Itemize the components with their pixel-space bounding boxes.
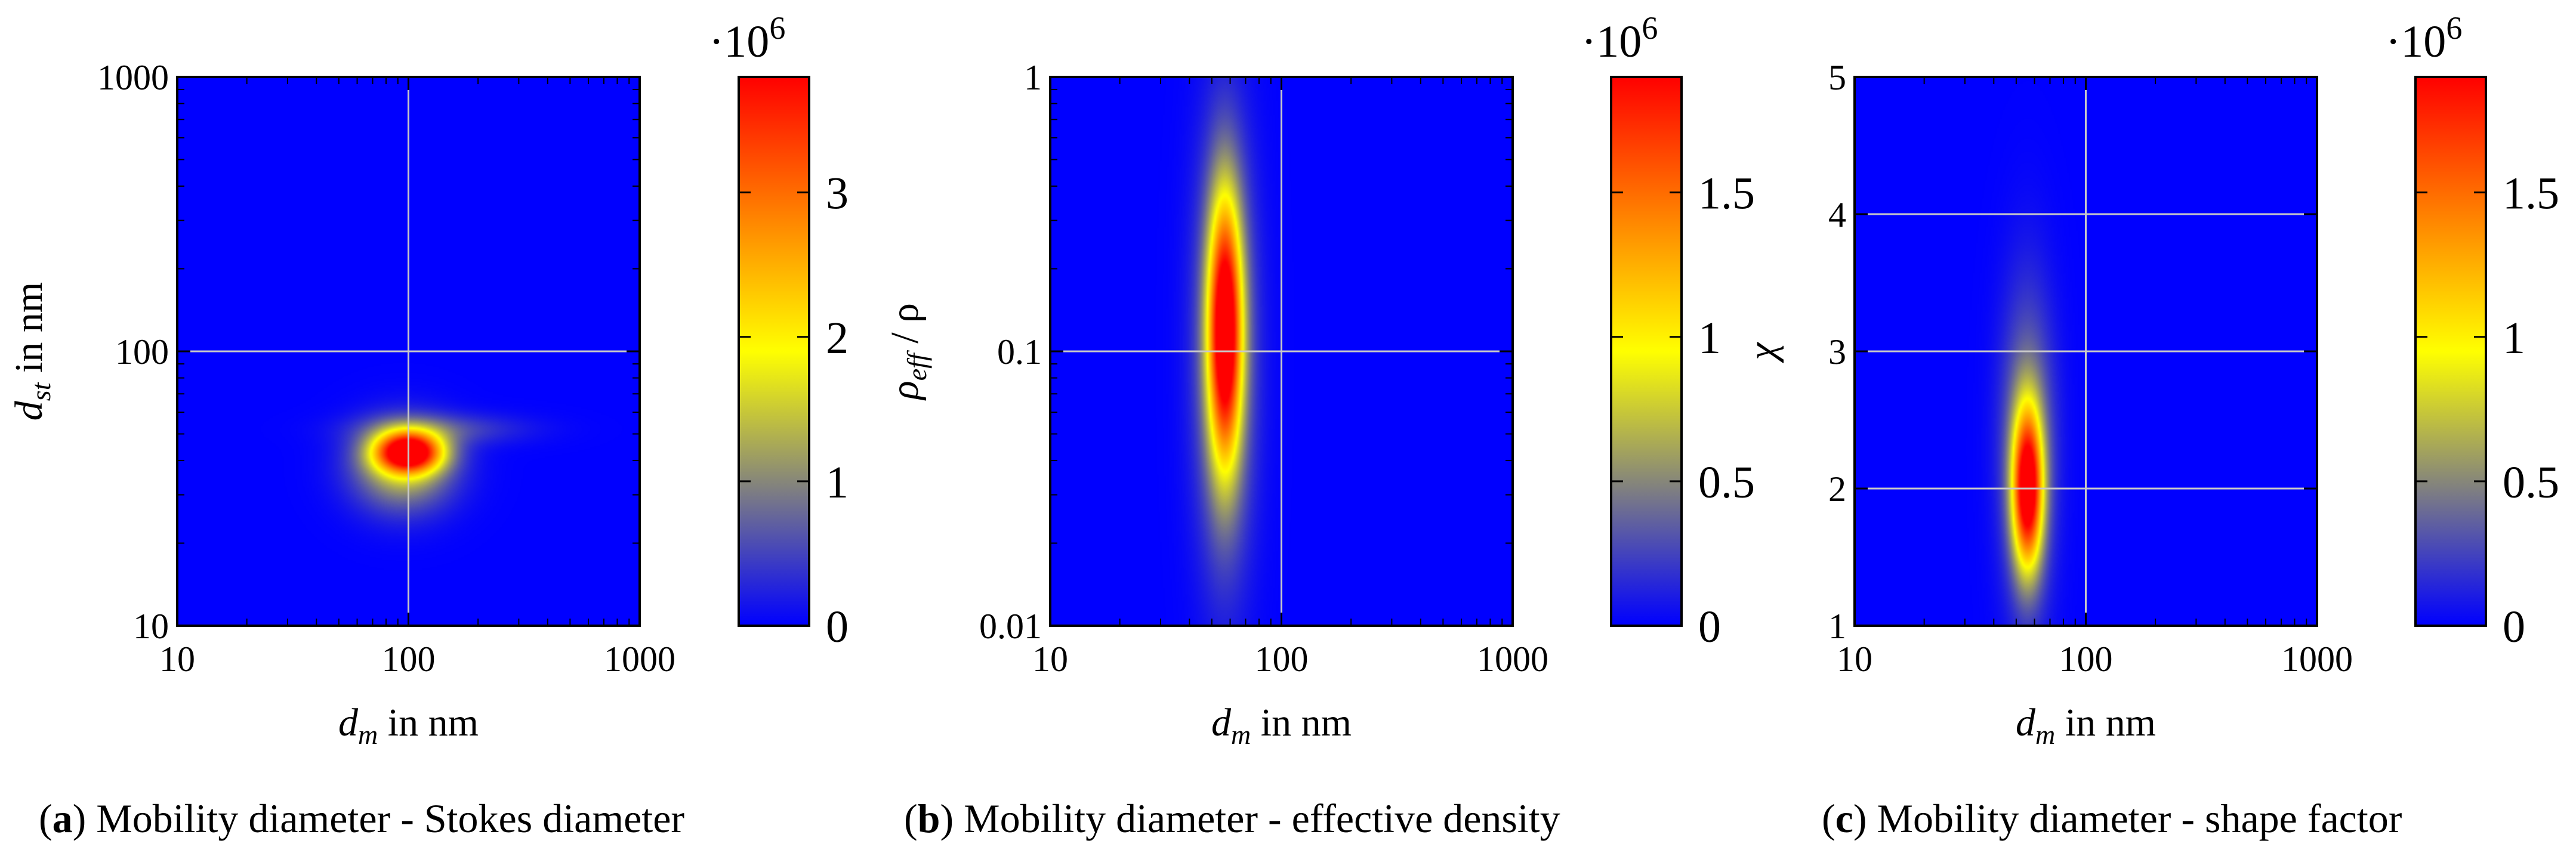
colorbar-tick-label: 1 xyxy=(1698,313,1721,363)
colorbar-tick-label: 1 xyxy=(2503,313,2525,363)
y-tick-label: 1 xyxy=(1828,607,1846,646)
colorbar-tick-label: 0 xyxy=(826,602,849,652)
y-tick-label: 1000 xyxy=(97,58,169,97)
chart-panel-a: 10 100 1000 10 100 1000 dm in nm dst in nm 0 1 2 3 ·… xyxy=(7,10,849,841)
x-tick-label: 1000 xyxy=(1477,639,1548,679)
y-tick-label: 4 xyxy=(1828,195,1846,234)
panel-caption: (c) Mobility diameter - shape factor xyxy=(1822,796,2402,841)
x-axis-label: dm in nm xyxy=(1211,701,1352,750)
x-tick-label: 10 xyxy=(1032,639,1068,679)
x-tick-label: 1000 xyxy=(2281,639,2353,679)
colorbar-tick-label: 1 xyxy=(826,458,849,508)
y-tick-label: 3 xyxy=(1828,332,1846,372)
y-tick-label: 100 xyxy=(115,332,169,372)
y-axis-label: dst in nm xyxy=(7,282,56,421)
y-tick-label: 1 xyxy=(1024,58,1042,97)
colorbar-tick-label: 0.5 xyxy=(2503,458,2559,508)
x-tick-label: 100 xyxy=(1255,639,1309,679)
x-axis-label: dm in nm xyxy=(338,701,479,750)
y-tick-label: 5 xyxy=(1828,58,1846,97)
colorbar-tick-label: 2 xyxy=(826,313,849,363)
colorbar-tick-label: 1.5 xyxy=(2503,169,2559,219)
colorbar-multiplier: ·106 xyxy=(1581,10,1658,67)
colorbar-tick-label: 0 xyxy=(2503,602,2525,652)
colorbar xyxy=(738,76,810,627)
y-tick-label: 10 xyxy=(133,607,169,646)
chart-panel-c: 10 100 1000 1 2 3 4 5 dm in nm χ 0 0.5 1 1.5 ·106 (c) M… xyxy=(1741,10,2559,841)
colorbar xyxy=(1610,76,1683,627)
panel-caption: (a) Mobility diameter - Stokes diameter xyxy=(39,796,684,841)
x-tick-label: 10 xyxy=(1837,639,1872,679)
colorbar-tick-label: 0 xyxy=(1698,602,1721,652)
colorbar-tick-label: 1.5 xyxy=(1698,169,1755,219)
y-tick-label: 0.1 xyxy=(997,332,1042,372)
colorbar-tick-label: 0.5 xyxy=(1698,458,1755,508)
x-tick-label: 10 xyxy=(159,639,195,679)
colorbar xyxy=(2414,76,2487,627)
y-tick-label: 2 xyxy=(1828,469,1846,509)
x-axis-label: dm in nm xyxy=(2016,701,2156,750)
panel-caption: (b) Mobility diameter - effective densit… xyxy=(904,796,1560,841)
colorbar-multiplier: ·106 xyxy=(2386,10,2462,67)
colorbar-tick-label: 3 xyxy=(826,169,849,219)
x-tick-label: 1000 xyxy=(604,639,675,679)
y-axis-label: χ xyxy=(1741,342,1784,364)
x-tick-label: 100 xyxy=(2059,639,2113,679)
colorbar-multiplier: ·106 xyxy=(709,10,785,67)
y-axis-label: ρeff / ρ xyxy=(883,303,932,401)
x-tick-label: 100 xyxy=(382,639,436,679)
y-tick-label: 0.01 xyxy=(979,607,1042,646)
chart-panel-b: 10 100 1000 0.01 0.1 1 dm in nm ρeff / ρ 0 0.5 1 1.… xyxy=(883,10,1755,841)
